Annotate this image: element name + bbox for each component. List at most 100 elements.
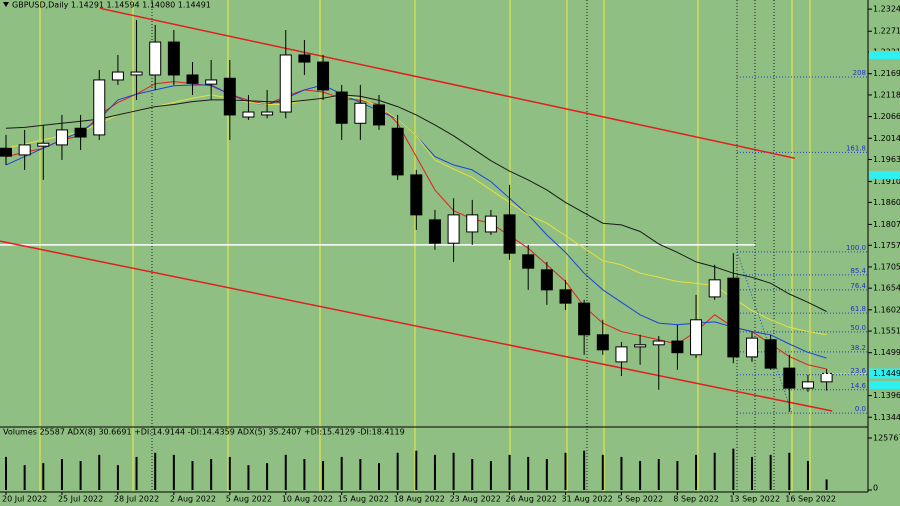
alert-marker [869,171,900,179]
fib-label: 61.8 [850,305,866,313]
y-tick-label: 1.19630 [873,155,900,164]
x-tick-label: 20 Jul 2022 [2,495,47,504]
candle-body [111,71,124,81]
current-price-box [869,368,900,379]
y-tick-label: 1.18070 [873,220,900,229]
x-tick-label: 10 Aug 2022 [282,495,333,504]
x-tick-label: 8 Sep 2022 [673,495,719,504]
candle-body [410,174,423,216]
alert-marker [869,51,900,59]
candle-body [540,269,553,291]
y-tick-label: 1.15510 [873,327,900,336]
x-tick-label: 28 Jul 2022 [114,495,159,504]
candle-body [391,127,404,176]
x-tick-label: 16 Sep 2022 [785,495,836,504]
trend-line [100,7,796,159]
x-tick-label: 18 Aug 2022 [394,495,445,504]
x-tick-label: 2 Aug 2022 [170,495,216,504]
x-tick-label: 23 Aug 2022 [450,495,501,504]
candle-body [186,74,199,84]
candle-body [242,111,255,118]
fib-label: 23.6 [850,367,866,375]
candle-body [820,372,833,383]
y-tick-label: 1.17570 [873,241,900,250]
y-tick-label: 1.23240 [873,5,900,14]
candle-body [373,104,385,126]
candle-body [522,254,535,269]
fib-label: 0.0 [855,405,866,413]
y-tick-label: 1.22710 [873,27,900,36]
y-tick-label: 1.17050 [873,262,900,271]
x-tick-label: 31 Aug 2022 [562,495,613,504]
candle-body [428,219,441,244]
candle-body [503,214,516,254]
indicator-line [5,81,827,370]
candle-body [727,277,740,358]
y-tick-label: 1.19100 [873,177,900,186]
volume-tick-label: 125767 [873,434,900,443]
candle-body [484,215,497,233]
candle-body [671,340,684,354]
volume-title: Volumes 25587 ADX(8) 30.6691 +DI:14.9144… [3,428,405,437]
candle-body [149,41,162,76]
trend-line [0,240,833,412]
x-tick-label: 26 Aug 2022 [506,495,557,504]
candle-body [74,127,87,138]
candle-body [746,337,758,358]
candle-body [559,289,572,304]
x-tick-label: 25 Jul 2022 [58,495,103,504]
candle-body [130,71,143,76]
candle-body [708,279,721,298]
candle-body [0,147,12,157]
fib-label: 38.2 [850,344,866,352]
candle-body [298,54,311,63]
candle-body [261,111,274,116]
candle-body [18,144,31,156]
y-tick-label: 1.21690 [873,69,900,78]
x-tick-label: 5 Sep 2022 [617,495,663,504]
candle-body [578,302,591,336]
x-tick-label: 15 Aug 2022 [338,495,389,504]
candle-body [167,41,180,76]
candle-body [317,61,330,91]
fib-diagonal [736,251,793,414]
candle-body [93,79,106,136]
fib-label: 76.4 [850,282,866,290]
fib-label: 50.0 [850,324,866,332]
current-price-label: 1.14491 [873,369,900,378]
y-tick-label: 1.18600 [873,198,900,207]
x-tick-label: 13 Sep 2022 [729,495,780,504]
candle-body [783,367,796,389]
candle-body [205,79,218,85]
fib-label: 161.8 [846,144,866,152]
y-tick-label: 1.13440 [873,413,900,422]
candle-body [466,214,479,233]
x-tick-label: 5 Aug 2022 [226,495,272,504]
candle-body [652,340,665,346]
y-tick-label: 1.20140 [873,134,900,143]
candle-body [615,346,628,363]
candle-body [596,334,609,351]
y-tick-label: 1.20660 [873,112,900,121]
candle-body [335,91,348,124]
alert-marker [869,381,900,389]
fib-label: 208 [853,69,866,77]
y-tick-label: 1.16540 [873,284,900,293]
candle-body [223,77,236,116]
volume-tick-label: 0 [873,484,878,493]
candle-body [37,142,50,147]
candle-body [447,214,460,244]
candle-body [764,339,777,369]
y-tick-label: 1.21180 [873,90,900,99]
candle-body [690,319,703,356]
candle-body [279,54,292,113]
fib-label: 100.0 [846,244,866,252]
candle-body [55,129,68,146]
candle-body [634,344,647,348]
title-icon [3,2,9,7]
y-tick-label: 1.16020 [873,305,900,314]
candle-body [801,381,814,389]
candle-body [354,102,367,124]
chart-title: GBPUSD,Daily 1.14291 1.14594 1.14080 1.1… [12,1,211,10]
y-tick-label: 1.14990 [873,348,900,357]
